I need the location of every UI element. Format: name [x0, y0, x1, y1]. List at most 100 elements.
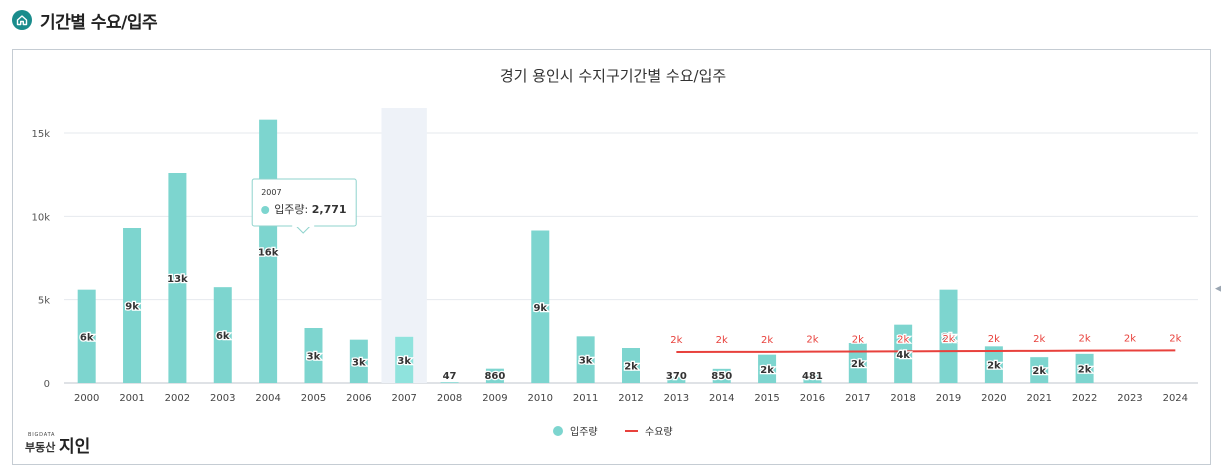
bar-data-label: 9k	[125, 302, 139, 313]
bar	[1075, 353, 1094, 383]
bar	[576, 336, 595, 383]
line-data-label: 2k	[716, 335, 728, 346]
bar-data-label: 3k	[579, 356, 593, 367]
brand-watermark-small: BIGDATA	[28, 432, 55, 438]
section-header: 기간별 수요/입주	[12, 7, 158, 33]
bar-data-label: 860	[484, 371, 505, 382]
y-tick-label: 5k	[38, 296, 50, 307]
bar	[485, 368, 504, 383]
bar	[168, 173, 187, 383]
x-tick-label: 2009	[482, 393, 507, 404]
x-tick-label: 2023	[1117, 393, 1142, 404]
y-tick-label: 10k	[31, 212, 50, 223]
bar-data-label: 2k	[760, 365, 774, 376]
bar	[939, 289, 958, 383]
line-data-label: 2k	[1124, 334, 1136, 345]
x-tick-label: 2010	[528, 393, 553, 404]
bar	[349, 339, 368, 383]
bar	[622, 348, 640, 383]
bar-data-label: 3k	[352, 357, 366, 368]
bar-data-label: 3k	[397, 356, 411, 367]
x-tick-label: 2018	[890, 393, 915, 404]
bar-data-label: 6k	[216, 331, 230, 342]
bar-data-label: 850	[711, 371, 732, 382]
x-tick-label: 2006	[346, 393, 371, 404]
x-tick-label: 2015	[754, 393, 779, 404]
line-data-label: 2k	[852, 335, 864, 346]
bar	[803, 374, 822, 383]
x-tick-label: 2003	[210, 393, 235, 404]
line-data-label: 2k	[942, 334, 954, 345]
line-data-label: 2k	[897, 334, 909, 345]
bar	[894, 324, 913, 383]
line-data-label: 2k	[1033, 334, 1045, 345]
legend-label-line: 수요량	[645, 426, 673, 438]
bar	[213, 287, 232, 383]
bar-data-label: 2k	[851, 359, 865, 370]
line-data-label: 2k	[988, 334, 1000, 345]
x-tick-label: 2004	[255, 393, 280, 404]
x-tick-label: 2000	[74, 393, 99, 404]
chart-panel: 경기 용인시 수지구기간별 수요/입주 0 5k 10k 15k 2000 2001 200…	[12, 49, 1211, 465]
bar	[984, 346, 1003, 383]
x-tick-label: 2024	[1163, 393, 1188, 404]
line-data-label: 2k	[806, 335, 818, 346]
tooltip-value: 2,771	[312, 203, 347, 216]
scroll-left-icon[interactable]: ◀	[1215, 284, 1221, 294]
bar	[77, 289, 96, 383]
x-tick-label: 2002	[165, 393, 190, 404]
bar	[848, 343, 867, 383]
x-tick-label: 2008	[437, 393, 462, 404]
bar	[395, 336, 414, 383]
x-tick-label: 2007	[391, 393, 416, 404]
bar-data-label: 4k	[896, 350, 910, 361]
legend-marker-bar	[553, 426, 563, 436]
tooltip-pointer-mask	[292, 225, 315, 227]
bar-data-label: 6k	[80, 332, 94, 343]
bar-data-label: 2k	[624, 362, 638, 373]
bar-data-label: 2k	[1032, 366, 1046, 377]
bar	[531, 230, 550, 383]
bar-data-label: 47	[443, 371, 457, 382]
tooltip-category: 2007	[261, 188, 281, 197]
x-tick-label: 2012	[618, 393, 643, 404]
bar	[667, 376, 686, 383]
x-tick-label: 2017	[845, 393, 870, 404]
page-title: 기간별 수요/입주	[40, 12, 158, 33]
bar	[304, 328, 323, 383]
x-tick-label: 2019	[936, 393, 961, 404]
x-tick-label: 2001	[119, 393, 144, 404]
legend-label-bar: 입주량	[570, 425, 598, 438]
tooltip-label: 입주량: 2,771	[274, 203, 346, 216]
bar	[440, 382, 459, 384]
bar-data-label: 9k	[533, 303, 547, 314]
x-tick-label: 2022	[1072, 393, 1097, 404]
chart-title: 경기 용인시 수지구기간별 수요/입주	[500, 67, 726, 85]
tooltip-marker	[261, 206, 270, 214]
home-icon	[12, 10, 32, 30]
x-tick-label: 2021	[1027, 393, 1052, 404]
x-tick-label: 2011	[573, 393, 598, 404]
bar-data-label: 13k	[167, 274, 188, 285]
bar	[1030, 357, 1049, 383]
legend: 입주량 수요량	[553, 425, 673, 438]
brand-watermark-left: 부동산	[25, 440, 55, 454]
y-tick-label: 15k	[31, 129, 50, 140]
bar-data-label: 2k	[1078, 364, 1092, 375]
tooltip-pointer	[294, 225, 312, 234]
bar-data-label: 370	[666, 371, 687, 382]
line-data-label: 2k	[1079, 334, 1091, 345]
line-data-label: 2k	[761, 335, 773, 346]
line-data-label: 2k	[670, 335, 682, 346]
line-data-label: 2k	[1169, 333, 1181, 344]
brand-watermark-right: 지인	[59, 437, 90, 457]
x-tick-label: 2014	[709, 393, 734, 404]
bar-data-label: 481	[802, 371, 823, 382]
bar-data-label: 2k	[942, 332, 956, 343]
x-tick-label: 2020	[981, 393, 1006, 404]
bar	[758, 354, 777, 383]
bar	[123, 228, 142, 383]
x-tick-label: 2005	[301, 393, 326, 404]
x-tick-label: 2013	[664, 393, 689, 404]
line-series	[676, 349, 1176, 353]
